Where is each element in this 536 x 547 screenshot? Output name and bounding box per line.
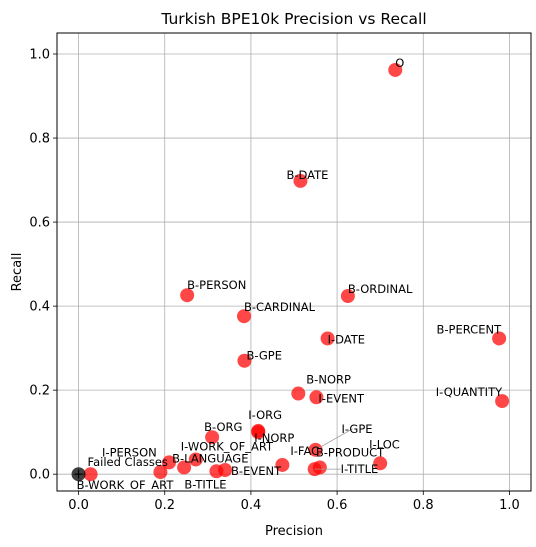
y-tick-label: 1.0: [29, 48, 50, 63]
y-tick-label: 0.4: [29, 300, 50, 315]
data-point: [83, 467, 98, 482]
point-label: B-LANGUAGE: [172, 451, 248, 465]
data-point: [153, 465, 168, 480]
label-leader-line: [315, 428, 353, 451]
point-label: B-ORDINAL: [348, 282, 413, 296]
x-axis-label: Precision: [265, 524, 323, 539]
data-point: [162, 455, 177, 470]
point-label: I-QUANTITY: [436, 385, 503, 399]
data-point: [309, 390, 324, 405]
data-point: [340, 289, 355, 304]
data-point: [180, 288, 195, 303]
y-axis-ticks: 0.0 0.2 0.4 0.6 0.8 1.0: [29, 48, 57, 483]
y-tick-label: 0.2: [29, 384, 50, 399]
data-point: [373, 456, 388, 471]
chart-title: Turkish BPE10k Precision vs Recall: [160, 10, 426, 28]
point-label: I-DATE: [328, 332, 365, 346]
point-label: I-EVENT: [318, 391, 365, 405]
data-point: [275, 457, 290, 472]
point-label: I-FAC: [290, 444, 319, 458]
point-label: B-PERSON: [187, 278, 246, 292]
data-point: [237, 353, 252, 368]
y-axis-label: Recall: [10, 253, 25, 292]
point-label: I-GPE: [341, 422, 372, 436]
x-tick-label: 0.0: [68, 498, 89, 513]
point-label: B-WORK_OF_ART: [77, 478, 175, 492]
point-label: B-PERCENT: [437, 322, 503, 336]
data-point: [177, 460, 192, 475]
point-label: I-WORK_OF_ART: [181, 439, 274, 453]
data-point: [205, 430, 220, 445]
plot-frame: [56, 32, 532, 492]
point-label: B-EVENT: [231, 464, 282, 478]
point-label: B-GPE: [246, 349, 282, 363]
y-tick-label: 0.8: [29, 132, 50, 147]
x-tick-label: 0.6: [327, 498, 348, 513]
point-label: I-NORP: [254, 431, 294, 445]
x-tick-label: 1.0: [499, 498, 520, 513]
data-point: [388, 62, 403, 77]
point-label: B-CARDINAL: [244, 300, 316, 314]
data-point: [188, 452, 203, 467]
data-points: [71, 62, 510, 482]
point-label: O: [395, 56, 404, 70]
point-label: I-LOC: [369, 437, 400, 451]
data-point: [251, 425, 266, 440]
data-point: [291, 386, 306, 401]
x-tick-label: 0.8: [413, 498, 434, 513]
point-label: I-TITLE: [341, 462, 379, 476]
point-label: B-NORP: [306, 373, 351, 387]
y-tick-label: 0.6: [29, 216, 50, 231]
data-point: [209, 464, 224, 479]
data-point: [492, 331, 507, 346]
label-leader-lines: [314, 428, 353, 470]
failed-classes-label: Failed Classes: [88, 455, 168, 469]
point-label: B-TITLE: [184, 477, 226, 491]
data-point: [320, 331, 335, 346]
point-label: I-PERSON: [102, 445, 157, 459]
point-label: B-ORG: [204, 420, 242, 434]
point-label: I-ORG: [248, 408, 282, 422]
x-axis-ticks: 0.0 0.2 0.4 0.6 0.8 1.0: [68, 491, 520, 513]
data-point: [237, 309, 252, 324]
x-tick-label: 0.4: [241, 498, 262, 513]
point-label: B-DATE: [286, 168, 328, 182]
point-labels: O B-DATE B-PERSON B-ORDINAL B-CARDINAL I-DATE…: [77, 56, 503, 492]
data-point: [293, 173, 308, 188]
point-label: B-PRODUCT: [316, 445, 385, 459]
y-tick-label: 0.0: [29, 468, 50, 483]
grid-lines: [57, 33, 531, 491]
x-tick-label: 0.2: [154, 498, 175, 513]
data-point: [495, 394, 510, 409]
